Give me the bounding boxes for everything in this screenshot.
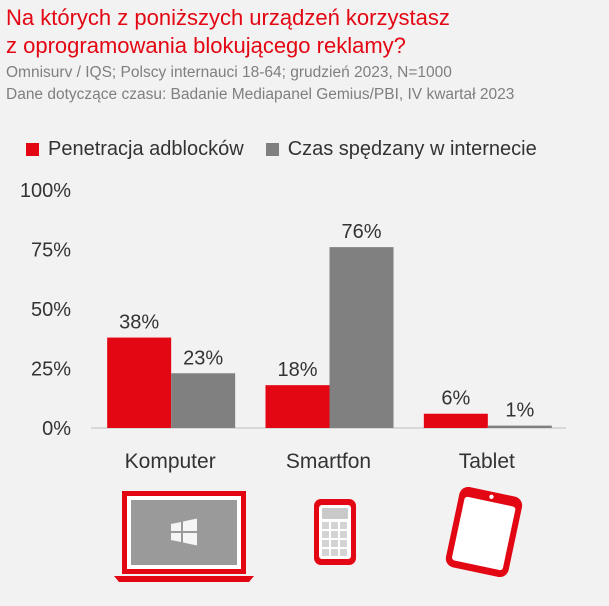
chart-title: Na których z poniższych urządzeń korzyst… (6, 4, 606, 60)
category-label: Tablet (459, 450, 515, 473)
bar-time (171, 373, 236, 428)
data-label: 76% (341, 221, 381, 243)
bar-time (329, 247, 394, 428)
keypad-key (340, 549, 347, 556)
legend-item-time: Czas spędzany w internecie (265, 138, 537, 161)
keypad-key (340, 531, 347, 538)
keypad-key (331, 549, 338, 556)
smartphone-icon (314, 499, 356, 565)
legend: Penetracja adblocków Czas spędzany w int… (26, 138, 559, 161)
source-line-1: Omnisurv / IQS; Polscy internauci 18-64;… (6, 64, 452, 81)
source-line-2: Dane dotyczące czasu: Badanie Mediapanel… (6, 86, 515, 103)
keypad-key (331, 540, 338, 547)
y-tick-label: 0% (42, 418, 71, 440)
category-label: Smartfon (286, 450, 371, 473)
title-line-1: Na których z poniższych urządzeń korzyst… (6, 5, 450, 30)
bar-adblock (423, 413, 488, 428)
bar-adblock (107, 337, 172, 428)
y-tick-label: 50% (31, 299, 71, 321)
data-label: 38% (119, 312, 159, 334)
y-tick-label: 75% (31, 240, 71, 262)
laptop-icon (114, 491, 254, 582)
category-label: Komputer (125, 450, 216, 473)
keypad-key (331, 531, 338, 538)
keypad-key (322, 549, 329, 556)
bar-time (487, 425, 552, 428)
legend-item-adblock: Penetracja adblocków (26, 138, 244, 161)
title-line-2: z oprogramowania blokującego reklamy? (6, 33, 406, 58)
keypad-key (340, 522, 347, 529)
y-tick-label: 100% (20, 180, 71, 202)
keypad-key (340, 540, 347, 547)
keypad-key (322, 540, 329, 547)
bar-chart: 0% 25% 50% 75% 100% 38% 23% Komputer 18% 76% Smart… (20, 180, 566, 473)
data-label: 1% (505, 400, 534, 422)
legend-swatch-adblock (26, 143, 39, 156)
keypad-key (331, 522, 338, 529)
bar-adblock (265, 385, 330, 428)
data-label: 6% (441, 388, 470, 410)
legend-label-time: Czas spędzany w internecie (287, 138, 537, 160)
legend-swatch-time (265, 143, 279, 156)
y-tick-label: 25% (31, 359, 71, 381)
data-label: 18% (277, 359, 317, 381)
tablet-icon (445, 487, 523, 577)
data-label: 23% (183, 347, 223, 369)
legend-label-adblock: Penetracja adblocków (48, 138, 244, 160)
keypad-key (322, 531, 329, 538)
keypad-key (322, 522, 329, 529)
